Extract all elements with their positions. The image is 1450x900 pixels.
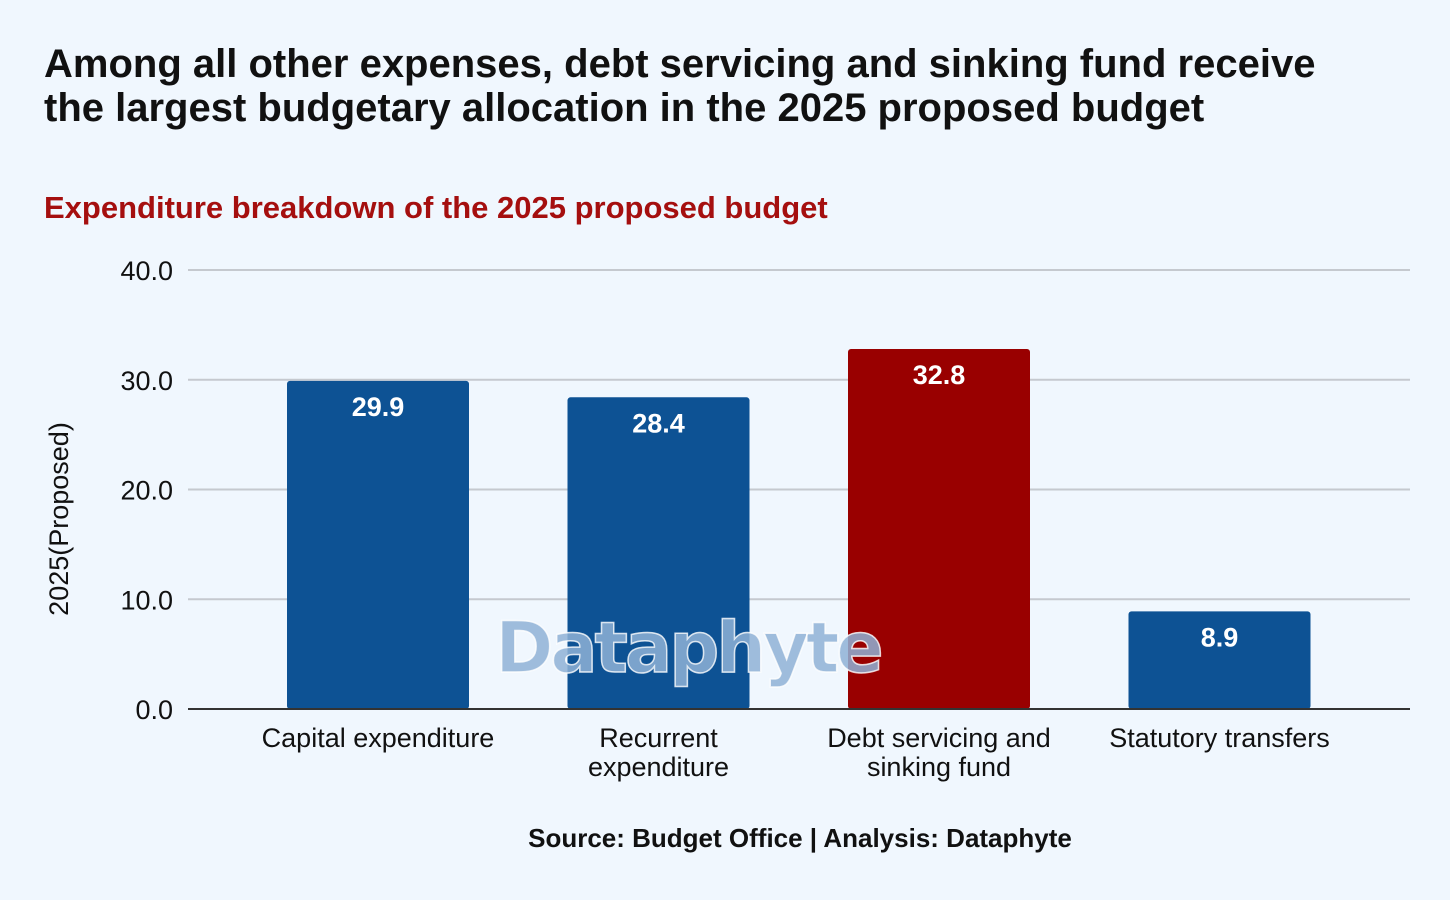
bar bbox=[1128, 611, 1311, 709]
data-labels: 29.9 28.4 32.8 8.9 bbox=[352, 360, 1239, 652]
watermark-logo: Dataphyte bbox=[495, 607, 881, 689]
x-tick-label: expenditure bbox=[588, 752, 729, 782]
bar bbox=[287, 380, 469, 709]
x-tick-label: Debt servicing and bbox=[827, 723, 1051, 753]
data-label: 8.9 bbox=[1201, 622, 1239, 652]
x-tick-label: Capital expenditure bbox=[262, 723, 495, 753]
y-tick-label: 40.0 bbox=[120, 256, 173, 286]
bars bbox=[287, 349, 1311, 709]
y-axis-label: 2025(Proposed) bbox=[44, 422, 74, 616]
y-tick-label: 30.0 bbox=[120, 366, 173, 396]
chart-title: Among all other expenses, debt servicing… bbox=[44, 42, 1316, 130]
source-note: Source: Budget Office | Analysis: Dataph… bbox=[528, 823, 1072, 853]
x-tick-label: sinking fund bbox=[867, 752, 1011, 782]
x-tick-label: Recurrent bbox=[599, 723, 718, 753]
bar bbox=[567, 397, 750, 709]
chart-subtitle: Expenditure breakdown of the 2025 propos… bbox=[44, 190, 828, 225]
data-label: 29.9 bbox=[352, 392, 405, 422]
bar bbox=[848, 349, 1030, 709]
axes: 0.0 10.0 20.0 30.0 40.0 2025(Proposed) Capital… bbox=[44, 256, 1410, 782]
x-tick-label: Statutory transfers bbox=[1109, 723, 1330, 753]
y-tick-label: 20.0 bbox=[120, 476, 173, 506]
y-tick-label: 0.0 bbox=[135, 695, 173, 725]
y-tick-label: 10.0 bbox=[120, 585, 173, 615]
watermark: Dataphyte bbox=[494, 606, 885, 690]
data-label: 32.8 bbox=[913, 360, 966, 390]
data-label: 28.4 bbox=[632, 408, 685, 438]
